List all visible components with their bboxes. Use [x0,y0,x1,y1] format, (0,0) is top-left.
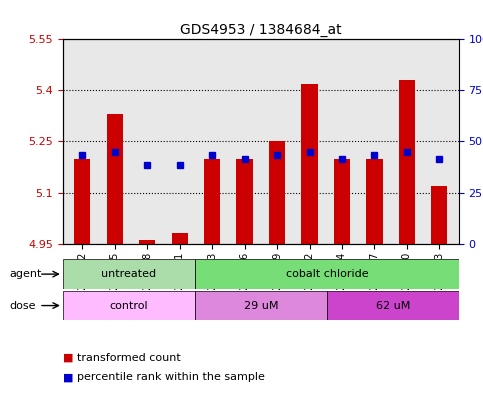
Bar [204,158,220,244]
Bar [107,114,123,244]
Text: agent: agent [10,269,42,279]
Bar [171,233,188,244]
Text: control: control [110,301,148,310]
Text: 29 uM: 29 uM [243,301,278,310]
Title: GDS4953 / 1384684_at: GDS4953 / 1384684_at [180,23,341,37]
Text: transformed count: transformed count [77,353,181,363]
Text: 62 uM: 62 uM [376,301,410,310]
Bar [366,158,383,244]
Text: ■: ■ [63,372,73,382]
Bar [399,80,415,244]
FancyBboxPatch shape [63,291,195,320]
Bar [269,141,285,244]
Bar [139,240,156,244]
Bar [237,158,253,244]
Text: cobalt chloride: cobalt chloride [285,269,368,279]
FancyBboxPatch shape [195,291,327,320]
Text: ■: ■ [63,353,73,363]
Text: dose: dose [10,301,36,310]
Bar [334,158,350,244]
FancyBboxPatch shape [195,259,459,289]
FancyBboxPatch shape [327,291,459,320]
Bar [301,84,318,244]
FancyBboxPatch shape [63,259,195,289]
Bar [74,158,90,244]
Bar [431,186,447,244]
Text: untreated: untreated [101,269,156,279]
Text: percentile rank within the sample: percentile rank within the sample [77,372,265,382]
